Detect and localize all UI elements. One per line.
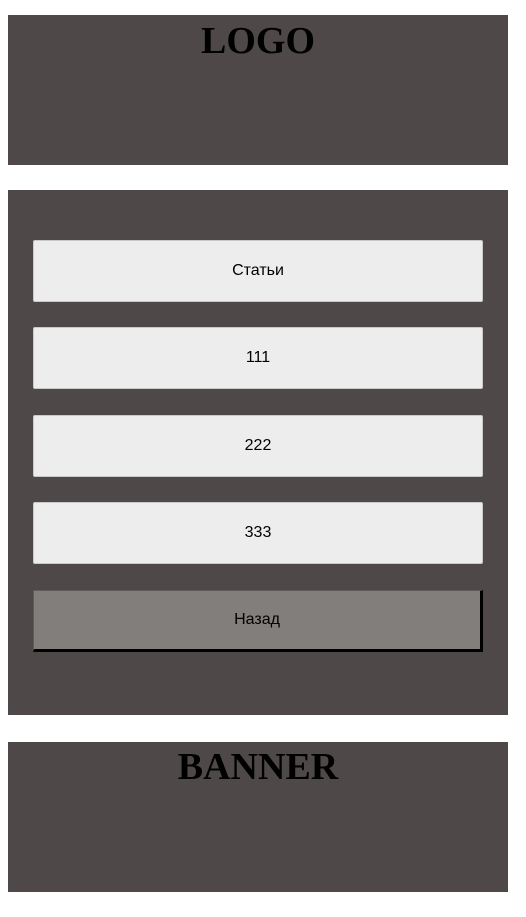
back-button[interactable]: Назад [33,590,483,652]
menu-item-333-button[interactable]: 333 [33,502,483,564]
menu-item-111-button[interactable]: 111 [33,327,483,389]
menu-item-222-button[interactable]: 222 [33,415,483,477]
banner-text: BANNER [177,746,339,788]
menu-panel: Статьи 111 222 333 Назад [8,190,508,715]
menu-item-articles-button[interactable]: Статьи [33,240,483,302]
logo-text: LOGO [200,20,316,62]
banner-panel: BANNER [8,742,508,892]
logo-panel: LOGO [8,15,508,165]
